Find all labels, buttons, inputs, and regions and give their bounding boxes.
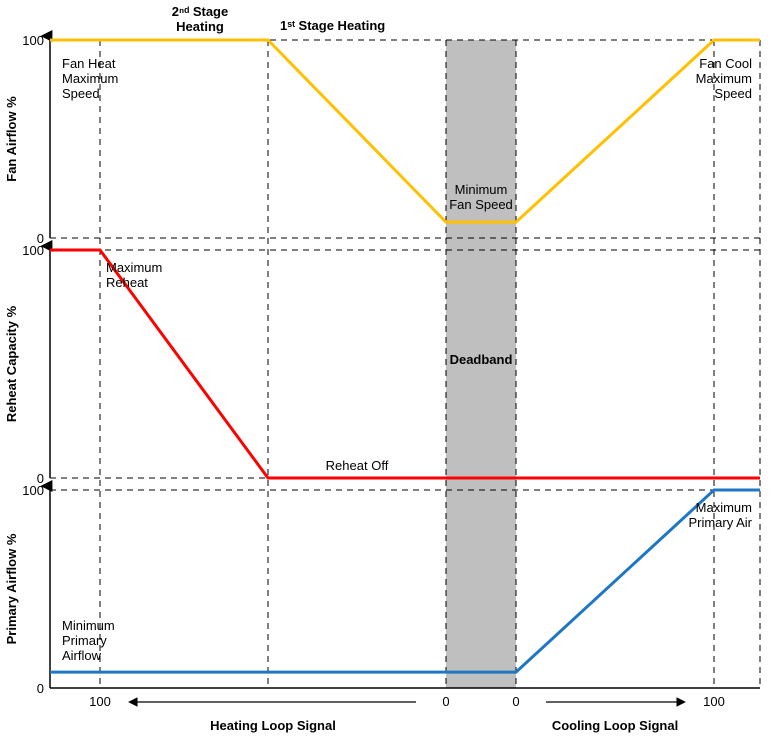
ytick-100: 100 <box>22 243 44 258</box>
x-label-heating: Heating Loop Signal <box>210 718 336 733</box>
control-logic-chart: 100 0 Fan Airflow % 100 0 Reheat Capacity % 10… <box>0 0 784 739</box>
annot-reheat-off: Reheat Off <box>326 458 389 473</box>
xtick-zero-left: 0 <box>442 694 449 709</box>
annot-max-primary-air: MaximumPrimary Air <box>688 500 752 530</box>
header-stage2-text: 2ⁿᵈ StageHeating <box>172 4 228 34</box>
y-axis-label: Primary Airflow % <box>4 533 19 644</box>
annot-deadband: Deadband <box>450 352 513 367</box>
ytick-0: 0 <box>37 681 44 696</box>
primary-airflow-line <box>50 490 760 672</box>
x-label-cooling: Cooling Loop Signal <box>552 718 678 733</box>
header-stage1: 1ˢᵗ Stage Heating <box>280 18 450 33</box>
annot-min-primary-airflow: MinimumPrimaryAirflow <box>62 618 115 663</box>
xtick-heat100: 100 <box>89 694 111 709</box>
annot-min-fan-speed: MinimumFan Speed <box>449 182 513 212</box>
y-axis-label: Reheat Capacity % <box>4 305 19 422</box>
fan-airflow-line <box>50 40 760 222</box>
y-axis-label: Fan Airflow % <box>4 96 19 182</box>
xtick-cool100: 100 <box>703 694 725 709</box>
ytick-100: 100 <box>22 33 44 48</box>
annot-fan-cool-max: Fan CoolMaximumSpeed <box>696 56 752 101</box>
ytick-100: 100 <box>22 483 44 498</box>
header-stage1-text: 1ˢᵗ Stage Heating <box>280 18 385 33</box>
reheat-capacity-line <box>50 250 760 478</box>
xtick-zero-right: 0 <box>512 694 519 709</box>
annot-fan-heat-max: Fan HeatMaximumSpeed <box>62 56 118 101</box>
annot-max-reheat: MaximumReheat <box>106 260 162 290</box>
header-stage2: 2ⁿᵈ StageHeating <box>145 4 255 34</box>
